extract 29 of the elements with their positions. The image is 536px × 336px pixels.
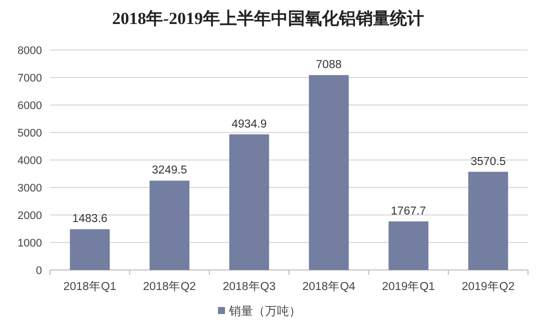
x-tick-label: 2018年Q2: [143, 280, 196, 293]
data-label: 4934.9: [232, 118, 267, 130]
y-tick-label: 4000: [18, 155, 42, 167]
y-tick-label: 7000: [18, 72, 42, 84]
x-tick-label: 2018年Q3: [222, 280, 276, 293]
x-tick-label: 2018年Q4: [302, 280, 356, 293]
bar: [229, 134, 270, 270]
x-tick-label: 2019年Q1: [382, 280, 435, 293]
y-tick-label: 2000: [18, 210, 42, 222]
legend-label: 销量（万吨）: [228, 304, 301, 318]
y-tick-label: 5000: [18, 128, 42, 140]
data-label: 1483.6: [72, 213, 108, 226]
bar: [388, 221, 428, 270]
bar: [468, 172, 508, 270]
x-tick-label: 2019年Q2: [462, 280, 515, 293]
data-label: 3249.5: [152, 164, 188, 177]
data-label: 3570.5: [470, 156, 506, 168]
bar: [70, 229, 110, 270]
bar: [150, 180, 190, 270]
data-label: 7088: [316, 59, 342, 72]
bar: [308, 75, 349, 270]
chart-title: 2018年-2019年上半年中国氧化铝销量统计: [112, 9, 424, 28]
y-tick-label: 3000: [18, 182, 42, 194]
data-label: 1767.7: [390, 205, 426, 218]
y-tick-label: 1000: [18, 238, 42, 250]
y-tick-label: 6000: [18, 100, 42, 112]
x-tick-label: 2018年Q1: [63, 280, 116, 293]
y-tick-label: 0: [36, 265, 42, 277]
y-tick-label: 8000: [18, 45, 42, 57]
